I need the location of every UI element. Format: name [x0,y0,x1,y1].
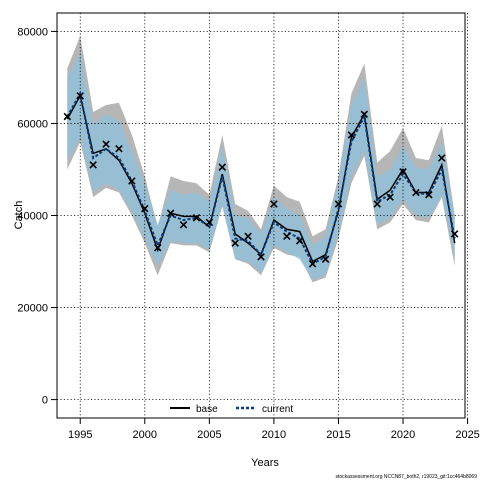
observed-point-2000 [141,204,149,213]
observed-point-1994 [63,112,72,121]
observed-point-2016 [347,131,356,139]
confidence-bands [67,36,455,283]
y-tick-label-80000: 80000 [17,26,48,38]
observed-point-2017 [360,110,369,119]
legend-label-current: current [262,404,293,415]
observed-point-2003 [179,220,188,229]
x-tick-label-2025: 2025 [455,429,479,441]
x-tick-label-1995: 1995 [68,429,92,441]
y-tick-label-0: 0 [42,395,48,407]
observed-point-2004 [192,214,201,222]
observed-point-2023 [437,154,446,162]
y-tick-label-40000: 40000 [17,211,48,223]
observed-point-2002 [166,209,175,217]
observed-point-2008 [244,232,252,240]
legend-label-base: base [196,404,218,415]
observed-point-2024 [450,230,459,238]
footer-text: stockassessment.org NCCN87_both2, r19023… [336,474,478,480]
x-tick-label-2005: 2005 [197,429,221,441]
observed-point-2015 [334,200,343,208]
x-axis-label: Years [251,457,279,469]
x-tick-label-2015: 2015 [326,429,350,441]
observed-point-2007 [231,239,239,247]
observed-point-1998 [115,145,123,153]
x-tick-label-2000: 2000 [133,429,157,441]
observed-point-2009 [257,253,265,261]
observed-point-2005 [205,218,214,227]
observed-point-2021 [412,188,420,197]
legend: base current [170,404,293,415]
observed-markers [63,92,459,268]
y-axis-label: Catch [13,201,25,230]
observed-point-2001 [153,243,162,252]
observed-point-2014 [321,255,330,263]
x-tick-label-2010: 2010 [262,429,286,441]
observed-point-2020 [399,168,407,176]
observed-point-1999 [128,177,136,185]
observed-point-2013 [308,260,317,268]
observed-point-2010 [270,200,278,208]
y-tick-label-20000: 20000 [17,303,48,315]
observed-point-1995 [76,92,85,100]
y-tick-label-60000: 60000 [17,118,48,130]
observed-point-2019 [386,193,394,201]
observed-point-2018 [373,200,381,208]
observed-point-2011 [283,232,291,240]
x-axis: 1995 2000 2005 2010 2015 2020 2025 [68,418,480,441]
band-current [67,52,455,280]
y-axis: 0 20000 40000 60000 80000 [17,26,57,407]
observed-point-1997 [102,140,110,148]
observed-point-2012 [295,237,304,245]
x-tick-label-2020: 2020 [391,429,415,441]
observed-point-2022 [425,191,433,199]
observed-point-1996 [89,161,97,169]
grid-lines [57,13,468,418]
observed-point-2006 [218,163,227,171]
